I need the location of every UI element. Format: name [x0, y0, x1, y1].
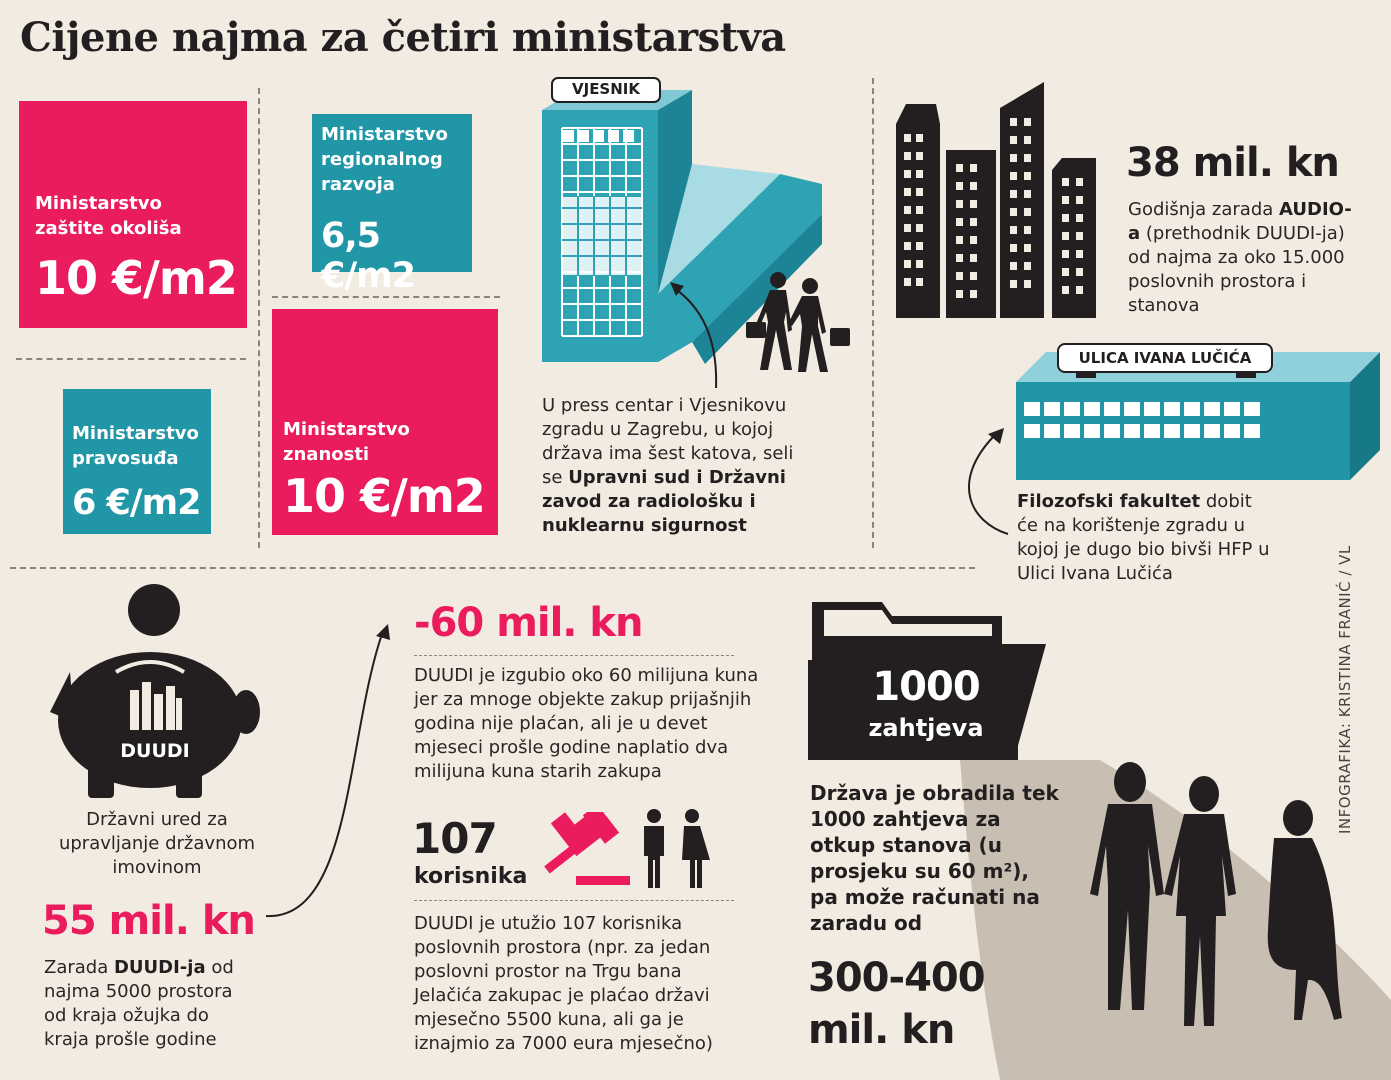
duudi-desc: Državni ured za upravljanje državnom imo… [58, 809, 256, 878]
ministry-price: 6 €/m2 [72, 483, 201, 523]
requests-label: zahtjeva [868, 714, 984, 742]
duudi-amount: 55 mil. kn [42, 898, 256, 944]
ministry-price: 6,5 €/m2 [321, 216, 416, 296]
ministry-box-znanost: Ministarstvo znanosti 10 €/m2 [272, 309, 498, 535]
ministry-box-okolis: Ministarstvo zaštite okoliša 10 €/m2 [19, 101, 247, 328]
city-buildings-icon [896, 82, 1096, 318]
loss-amount: -60 mil. kn [414, 600, 643, 646]
arrow-icon [670, 282, 718, 389]
lucica-building-icon [1016, 343, 1380, 480]
ministry-price: 10 €/m2 [35, 251, 238, 305]
lucica-sign: ULICA IVANA LUČIĆA [1078, 349, 1252, 367]
divider [16, 358, 246, 360]
duudi-name: DUUDI [120, 740, 190, 762]
page-title: Cijene najma za četiri ministarstva [20, 14, 786, 61]
users-count: 107 [412, 814, 498, 863]
divider [414, 900, 734, 901]
ministry-box-pravosudje: Ministarstvo pravosuđa 6 €/m2 [63, 389, 211, 534]
ministry-price: 10 €/m2 [283, 469, 486, 523]
man-woman-icon [644, 809, 710, 888]
lucica-text: Filozofski fakultet dobit će na korišten… [1017, 491, 1270, 584]
divider [414, 655, 734, 656]
requests-text: Država je obradila tek 1000 zahtjeva za … [810, 781, 1059, 935]
audio-amount: 38 mil. kn [1126, 140, 1340, 186]
piggy-bank-icon [50, 584, 260, 798]
arrow-icon [265, 624, 390, 918]
ministry-label: Ministarstvo znanosti [283, 419, 410, 465]
divider [10, 567, 975, 569]
divider [258, 88, 260, 548]
ministry-label: Ministarstvo zaštite okoliša [35, 193, 182, 239]
audio-text: Godišnja zarada AUDIO-a (prethodnik DUUD… [1128, 199, 1352, 316]
requests-count: 1000 [872, 664, 980, 710]
folder-icon [808, 602, 1046, 760]
divider [872, 78, 874, 548]
people-silhouette-icon [1090, 762, 1342, 1026]
vjesnik-building-icon [542, 77, 822, 364]
vjesnik-text: U press centar i Vjesnikovu zgradu u Zag… [542, 395, 794, 536]
ministry-label: Ministarstvo pravosuđa [72, 423, 199, 469]
requests-amount: 300-400 mil. kn [808, 955, 986, 1053]
walking-people-icon [746, 272, 850, 372]
ministry-label: Ministarstvo regionalnog razvoja [321, 124, 448, 195]
vjesnik-sign: VJESNIK [572, 80, 640, 98]
loss-text: DUUDI je izgubio oko 60 milijuna kuna je… [414, 665, 759, 782]
divider [272, 296, 500, 298]
arrow-icon [968, 428, 1009, 535]
ministry-box-regionalni: Ministarstvo regionalnog razvoja 6,5 €/m… [312, 114, 472, 296]
ground-shadow [960, 760, 1391, 1080]
gavel-icon [544, 812, 630, 885]
users-text: DUUDI je utužio 107 korisnika poslovnih … [414, 913, 713, 1054]
users-label: korisnika [414, 864, 528, 889]
duudi-text: Zarada DUUDI-ja od najma 5000 prostora o… [44, 957, 234, 1050]
